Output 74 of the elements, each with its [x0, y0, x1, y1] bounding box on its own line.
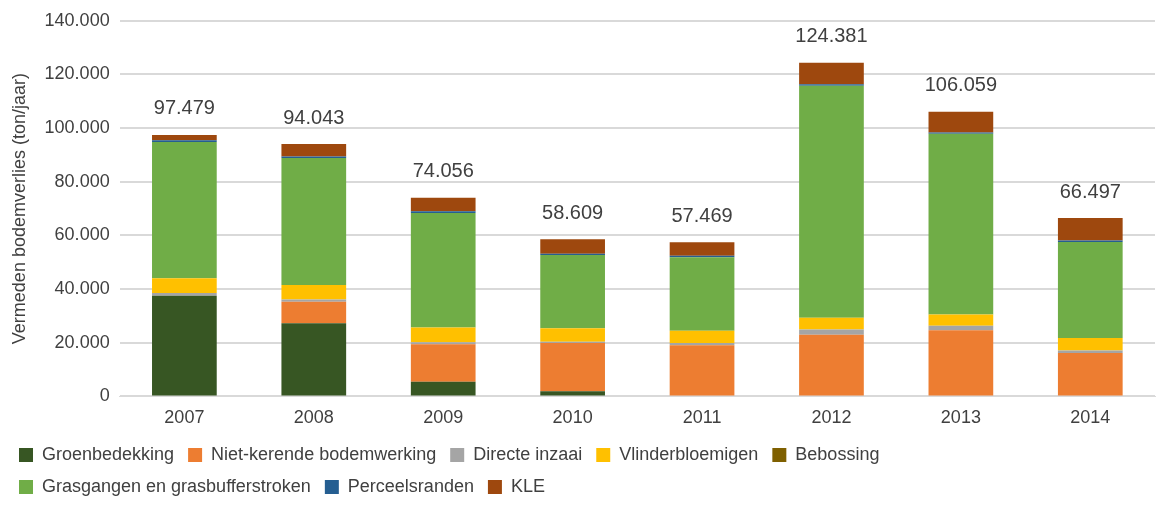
bar	[281, 144, 347, 157]
bar	[540, 239, 605, 254]
bar	[669, 257, 735, 331]
total-label: 106.059	[924, 73, 998, 96]
bar	[410, 197, 476, 212]
legend-label: Vlinderbloemigen	[619, 443, 759, 464]
bar	[410, 212, 476, 328]
bar	[669, 345, 735, 396]
bar	[799, 334, 864, 396]
bar	[410, 327, 476, 343]
bar	[540, 391, 605, 396]
total-label: 74.056	[412, 159, 474, 182]
total-label: 58.609	[542, 200, 604, 223]
total-label: 97.479	[153, 96, 215, 119]
bar	[540, 328, 605, 342]
bar	[1057, 337, 1123, 351]
legend-label: Perceelsranden	[347, 475, 474, 496]
legend-label: Grasgangen en grasbufferstroken	[42, 475, 311, 496]
bar	[1057, 352, 1123, 396]
bar	[152, 293, 217, 296]
bar	[152, 295, 217, 396]
bar	[540, 343, 605, 392]
x-tick-label: 2007	[164, 407, 205, 428]
bar	[281, 301, 347, 324]
bar	[928, 133, 994, 315]
bar	[669, 242, 735, 256]
y-tick-label: 40.000	[54, 278, 110, 299]
bar	[1057, 218, 1123, 241]
x-tick-label: 2013	[940, 407, 981, 428]
x-tick-label: 2010	[552, 407, 593, 428]
bar	[669, 330, 735, 344]
y-tick-label: 0	[99, 385, 110, 406]
x-tick-label: 2008	[293, 407, 334, 428]
bar	[669, 343, 735, 346]
y-tick-label: 80.000	[54, 170, 110, 191]
legend-label: Groenbedekking	[42, 443, 175, 464]
bar	[928, 325, 994, 331]
bar	[928, 314, 994, 326]
x-tick-label: 2009	[423, 407, 464, 428]
bar	[799, 62, 864, 85]
legend-label: Niet-kerende bodemwerking	[211, 443, 437, 464]
bar	[799, 85, 864, 318]
bar	[1057, 241, 1123, 338]
legend-label: KLE	[510, 475, 545, 496]
legend-label: Bebossing	[795, 443, 880, 464]
y-axis-title: Vermeden bodemverlies (ton/jaar)	[8, 73, 29, 345]
bar	[281, 285, 347, 300]
x-tick-label: 2012	[811, 407, 852, 428]
total-label: 94.043	[283, 105, 345, 128]
total-label: 124.381	[795, 24, 868, 47]
bar	[152, 134, 217, 141]
y-tick-label: 140.000	[44, 9, 110, 30]
bar	[799, 329, 864, 335]
bar	[281, 299, 347, 302]
bar	[410, 342, 476, 345]
bar	[928, 330, 994, 396]
bar	[281, 323, 347, 396]
legend-label: Directe inzaai	[473, 443, 583, 464]
bar	[152, 278, 217, 294]
total-label: 66.497	[1059, 179, 1121, 202]
total-label: 57.469	[671, 203, 733, 226]
y-tick-label: 120.000	[44, 63, 110, 84]
x-tick-label: 2014	[1070, 407, 1111, 428]
bar	[281, 158, 347, 286]
bar	[152, 142, 217, 279]
y-tick-label: 100.000	[44, 117, 110, 138]
bar	[410, 344, 476, 382]
bar	[410, 381, 476, 396]
y-tick-label: 20.000	[54, 331, 110, 352]
x-tick-label: 2011	[682, 407, 722, 428]
bar	[799, 317, 864, 330]
bar	[928, 111, 994, 133]
bar	[540, 255, 605, 329]
y-tick-label: 60.000	[54, 224, 110, 245]
